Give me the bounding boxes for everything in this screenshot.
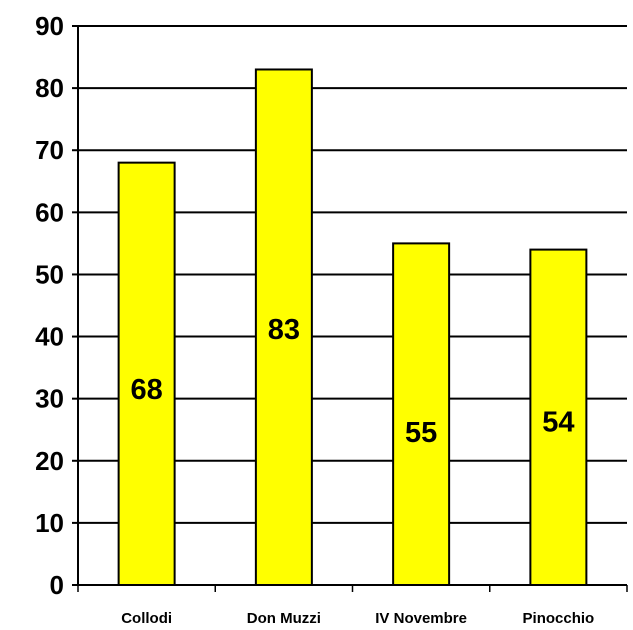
y-tick-label: 80 [35,73,64,103]
y-tick-label: 50 [35,259,64,289]
y-tick-label: 20 [35,446,64,476]
bar-pinocchio [529,248,588,586]
data-label: 55 [405,417,437,449]
y-axis: 0 10 20 30 40 50 60 70 80 90 [35,11,79,600]
y-tick-label: 40 [35,322,64,352]
x-tick-label: Collodi [121,610,172,627]
x-tick-label: Pinocchio [523,610,595,627]
x-tick-label: IV Novembre [375,610,467,627]
bar-collodi [117,161,176,586]
bar-don-muzzi [254,68,313,586]
data-label: 83 [268,314,300,346]
y-tick-label: 30 [35,384,64,414]
y-tick-label: 0 [50,570,64,600]
y-tick-label: 10 [35,508,64,538]
bar-series [117,68,588,586]
x-axis: Collodi Don Muzzi IV Novembre Pinocchio [77,584,628,627]
y-tick-label: 70 [35,135,64,165]
data-label: 68 [130,374,162,406]
data-labels: 68 83 55 54 [130,314,574,449]
x-tick-label: Don Muzzi [247,610,321,627]
bar-iv-novembre [392,242,451,586]
y-tick-label: 90 [35,11,64,41]
data-label: 54 [542,406,574,438]
y-tick-label: 60 [35,197,64,227]
